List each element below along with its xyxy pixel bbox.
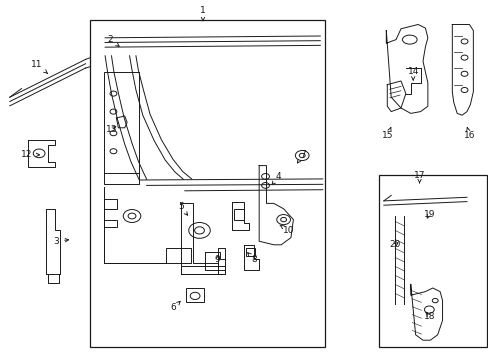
Bar bbox=[245, 248, 254, 256]
Bar bbox=[90, 20, 325, 347]
Bar bbox=[185, 288, 204, 302]
Text: 6: 6 bbox=[170, 301, 180, 312]
Text: 4: 4 bbox=[271, 172, 281, 185]
Text: 18: 18 bbox=[423, 312, 434, 321]
Text: 13: 13 bbox=[105, 125, 117, 134]
Bar bbox=[233, 209, 244, 220]
Text: 8: 8 bbox=[247, 253, 257, 264]
Text: 1: 1 bbox=[200, 5, 205, 21]
Bar bbox=[103, 72, 139, 173]
Text: 12: 12 bbox=[21, 150, 40, 159]
Text: 14: 14 bbox=[407, 68, 418, 80]
Text: 11: 11 bbox=[31, 59, 47, 73]
Text: 3: 3 bbox=[53, 237, 68, 246]
Bar bbox=[378, 175, 486, 347]
Text: 10: 10 bbox=[280, 225, 294, 235]
Bar bbox=[103, 199, 117, 209]
Bar bbox=[103, 220, 117, 227]
Text: 17: 17 bbox=[413, 171, 425, 183]
Text: 15: 15 bbox=[381, 127, 393, 139]
Text: 16: 16 bbox=[463, 127, 474, 139]
Text: 7: 7 bbox=[297, 150, 305, 163]
Text: 19: 19 bbox=[423, 210, 434, 219]
Text: 5: 5 bbox=[178, 202, 187, 215]
Text: 20: 20 bbox=[388, 240, 400, 249]
Text: 9: 9 bbox=[214, 255, 220, 264]
Text: 2: 2 bbox=[107, 35, 119, 46]
